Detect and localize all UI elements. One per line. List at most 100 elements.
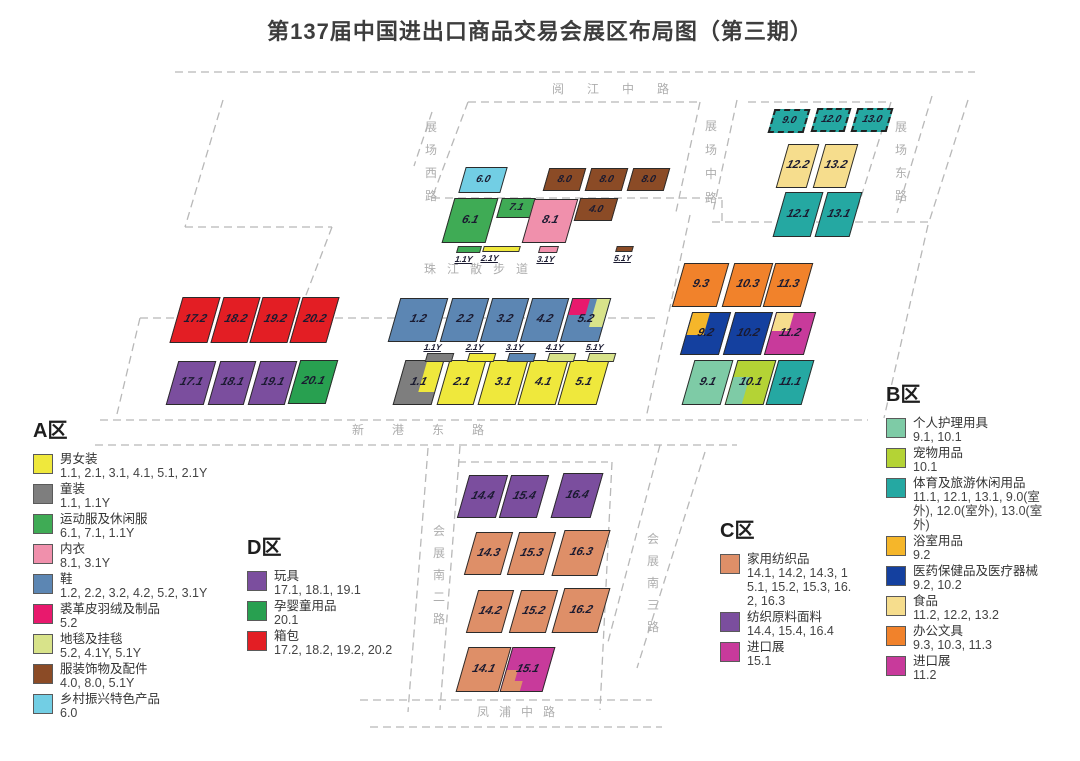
legend-zone-C: C区 家用纺织品 14.1, 14.2, 14.3, 15.1, 15.2, 15.… xyxy=(720,514,852,670)
legend-hall-ids: 14.4, 15.4, 16.4 xyxy=(747,624,834,638)
hall-label: 4.2 xyxy=(534,313,555,326)
corridor-strip-2.1Y[interactable] xyxy=(482,246,521,252)
corridor-strip-label: 3.1Y xyxy=(505,342,525,352)
hall-label: 9.0 xyxy=(780,115,798,126)
hall-label: 10.3 xyxy=(734,278,761,291)
corridor-strip-label: 1.1Y xyxy=(423,342,443,352)
hall-4.0[interactable]: 4.0 xyxy=(573,198,619,221)
legend-item-text: 服装饰物及配件 4.0, 8.0, 5.1Y xyxy=(60,662,148,690)
hall-label: 14.3 xyxy=(475,546,502,559)
hall-6.0[interactable]: 6.0 xyxy=(458,167,508,193)
legend-item: 家用纺织品 14.1, 14.2, 14.3, 15.1, 15.2, 15.3,… xyxy=(720,552,852,608)
legend-hall-ids: 5.2 xyxy=(60,616,78,630)
legend-hall-ids: 10.1 xyxy=(913,460,938,474)
legend-item: 乡村振兴特色产品 6.0 xyxy=(33,692,243,720)
corridor-strip-5.1Y[interactable] xyxy=(615,246,634,252)
hall-8.0[interactable]: 8.0 xyxy=(626,168,671,191)
legend-hall-ids: 9.3, 10.3, 11.3 xyxy=(913,638,992,652)
corridor-strip-1.1Y[interactable] xyxy=(424,353,455,362)
hall-label: 14.4 xyxy=(469,489,496,502)
hall-8.0[interactable]: 8.0 xyxy=(542,168,587,191)
legend-item-text: 地毯及挂毯 5.2, 4.1Y, 5.1Y xyxy=(60,632,141,660)
legend-category-name: 浴室用品 xyxy=(913,534,964,548)
corridor-strip-label: 3.1Y xyxy=(536,254,556,264)
hall-label: 1.2 xyxy=(408,313,428,326)
hall-label: 11.3 xyxy=(775,278,801,291)
page-title: 第137届中国进出口商品交易会展区布局图（第三期） xyxy=(267,19,813,44)
legend-item: 个人护理用具 9.1, 10.1 xyxy=(886,416,1058,444)
hall-label: 15.3 xyxy=(518,546,545,559)
hall-label: 8.0 xyxy=(556,173,574,185)
legend-item-text: 体育及旅游休闲用品 11.1, 12.1, 13.1, 9.0(室外), 12.0… xyxy=(913,476,1058,532)
legend-item: 进口展 15.1 xyxy=(720,640,852,668)
hall-12.0[interactable]: 12.0 xyxy=(810,108,852,132)
corridor-strip-5.1Y[interactable] xyxy=(586,353,617,362)
legend-hall-ids: 17.1, 18.1, 19.1 xyxy=(274,583,361,597)
legend-hall-ids: 4.0, 8.0, 5.1Y xyxy=(60,676,135,690)
legend-category-name: 宠物用品 xyxy=(913,446,964,460)
legend-hall-ids: 1.2, 2.2, 3.2, 4.2, 5.2, 3.1Y xyxy=(60,586,208,600)
hall-8.0[interactable]: 8.0 xyxy=(584,168,629,191)
hall-label: 8.0 xyxy=(598,173,616,185)
corridor-strip-1.1Y[interactable] xyxy=(455,246,483,253)
legend-category-name: 乡村振兴特色产品 xyxy=(60,692,161,706)
legend-hall-ids: 9.2, 10.2 xyxy=(913,578,962,592)
legend-swatch xyxy=(720,554,740,574)
yuejiang-middle-road: 阅江中路 xyxy=(552,82,693,96)
legend-item-text: 玩具 17.1, 18.1, 19.1 xyxy=(274,569,361,597)
legend-category-name: 孕婴童用品 xyxy=(274,599,337,613)
hall-label: 13.1 xyxy=(825,207,852,220)
legend-swatch xyxy=(886,626,906,646)
road-dash-line xyxy=(184,99,224,228)
legend-hall-ids: 1.1, 2.1, 3.1, 4.1, 5.1, 2.1Y xyxy=(60,466,208,480)
hall-label: 15.2 xyxy=(520,604,547,617)
legend-category-name: 进口展 xyxy=(747,640,785,654)
hall-13.0[interactable]: 13.0 xyxy=(850,108,894,132)
hall-label: 2.1 xyxy=(451,375,472,388)
legend-category-name: 童装 xyxy=(60,482,86,496)
legend-swatch xyxy=(33,454,53,474)
legend-swatch xyxy=(886,566,906,586)
legend-item: 运动服及休闲服 6.1, 7.1, 1.1Y xyxy=(33,512,243,540)
legend-item: 进口展 11.2 xyxy=(886,654,1058,682)
hall-label: 6.0 xyxy=(474,174,492,185)
legend-item: 宠物用品 10.1 xyxy=(886,446,1058,474)
corridor-strip-3.1Y[interactable] xyxy=(506,353,537,362)
legend-zone-B: B区 个人护理用具 9.1, 10.1 宠物用品 10.1 体育及旅游休闲用品 11.1, … xyxy=(886,378,1058,684)
legend-swatch xyxy=(33,694,53,714)
road-dash-line xyxy=(607,444,661,643)
legend-hall-ids: 9.1, 10.1 xyxy=(913,430,962,444)
legend-item: 体育及旅游休闲用品 11.1, 12.1, 13.1, 9.0(室外), 12.0… xyxy=(886,476,1058,532)
corridor-strip-2.1Y[interactable] xyxy=(466,353,497,362)
legend-item-text: 浴室用品 9.2 xyxy=(913,534,963,562)
corridor-strip-3.1Y[interactable] xyxy=(537,246,560,253)
hall-label: 20.1 xyxy=(300,375,327,388)
legend-category-name: 内衣 xyxy=(60,542,86,556)
hall-label: 18.1 xyxy=(219,376,246,389)
legend-hall-ids: 15.1 xyxy=(747,654,772,668)
legend-category-name: 个人护理用具 xyxy=(913,416,989,430)
legend-hall-ids: 11.2 xyxy=(913,668,937,682)
legend-category-name: 鞋 xyxy=(60,572,73,586)
road-dash-line xyxy=(712,99,738,213)
legend-item: 医药保健品及医疗器械 9.2, 10.2 xyxy=(886,564,1058,592)
hall-15.1-section xyxy=(500,680,523,691)
zhanchang-west-road: 展场西路 xyxy=(424,120,437,203)
road-dash-line xyxy=(636,451,706,669)
corridor-strip-4.1Y[interactable] xyxy=(546,353,577,362)
legend-item: 食品 11.2, 12.2, 13.2 xyxy=(886,594,1058,622)
legend-swatch xyxy=(33,634,53,654)
legend-hall-ids: 9.2 xyxy=(913,548,931,562)
huizhan-south-3-road: 会展南三路 xyxy=(646,532,659,634)
road-dash-line xyxy=(407,447,429,713)
legend-item-text: 内衣 8.1, 3.1Y xyxy=(60,542,110,570)
legend-category-name: 医药保健品及医疗器械 xyxy=(913,564,1039,578)
legend-hall-ids: 11.2, 12.2, 13.2 xyxy=(913,608,999,622)
legend-category-name: 裘革皮羽绒及制品 xyxy=(60,602,161,616)
hall-label: 8.0 xyxy=(640,173,658,185)
hall-9.0[interactable]: 9.0 xyxy=(767,109,811,133)
legend-item: 地毯及挂毯 5.2, 4.1Y, 5.1Y xyxy=(33,632,243,660)
legend-title-A: A区 xyxy=(33,420,68,442)
hall-label: 19.2 xyxy=(262,313,289,326)
legend-swatch xyxy=(886,418,906,438)
